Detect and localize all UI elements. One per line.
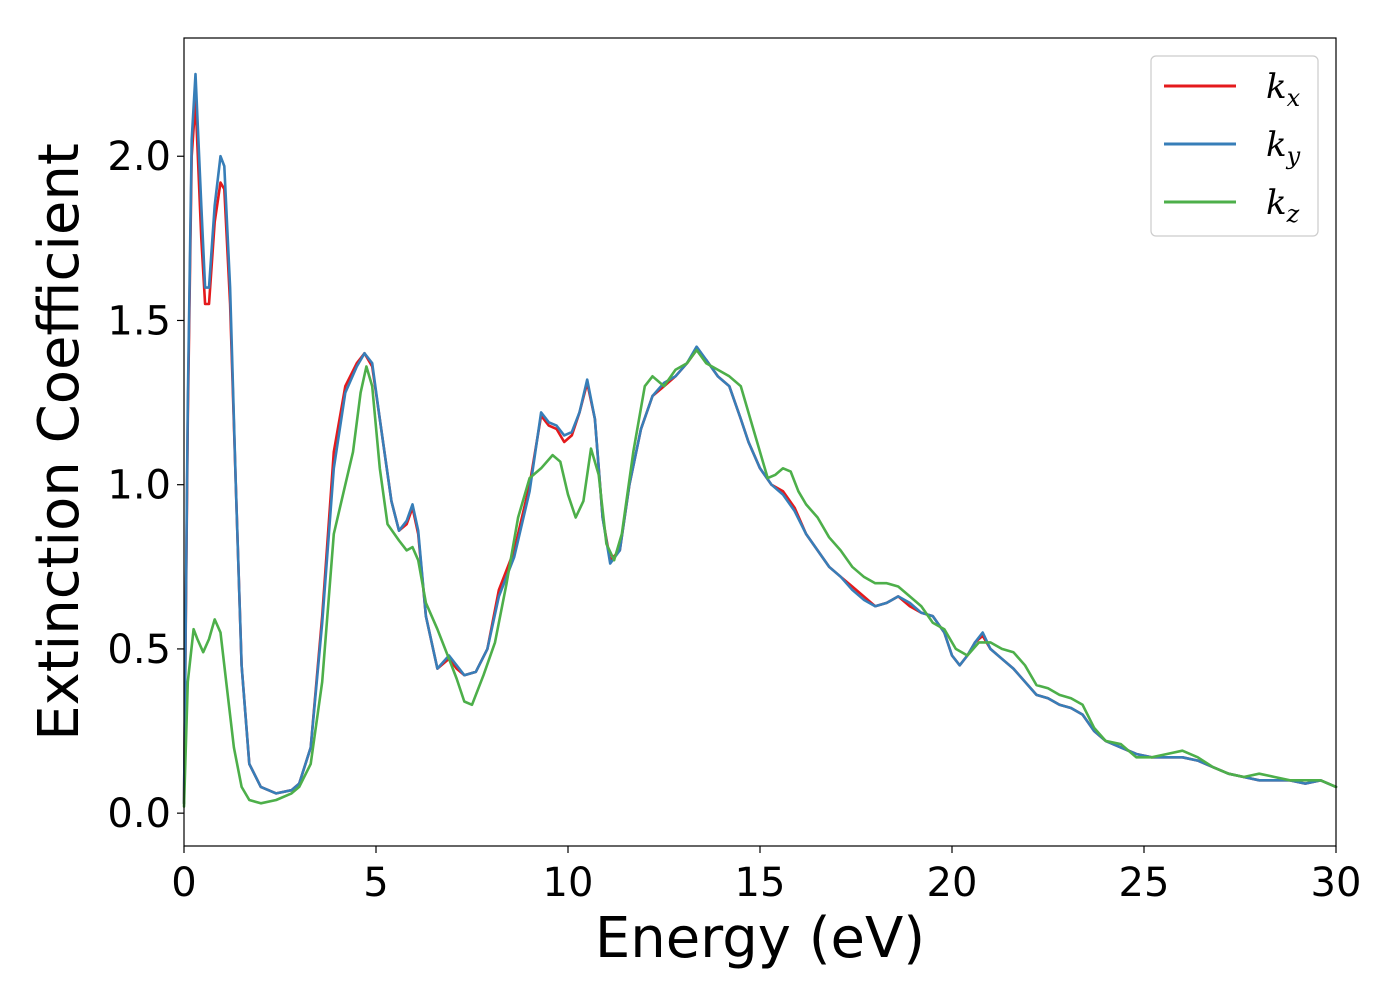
legend: kx ky kz [1150, 55, 1319, 237]
x-tick-label: 30 [1311, 860, 1362, 906]
y-tick-label: 1.5 [107, 298, 171, 344]
x-axis: 0 5 10 15 20 25 30 [171, 846, 1361, 906]
x-tick-label: 15 [735, 860, 786, 906]
series-layer [182, 72, 1338, 808]
x-tick-label: 10 [543, 860, 594, 906]
x-tick-label: 25 [1119, 860, 1170, 906]
x-tick-label: 5 [363, 860, 388, 906]
legend-box [1150, 55, 1319, 237]
y-tick-label: 1.0 [107, 463, 171, 509]
x-axis-title: Energy (eV) [595, 906, 925, 971]
y-axis-title: Extinction Coefficient [27, 143, 92, 741]
legend-label-x: kx [1266, 67, 1301, 112]
legend-label-y: ky [1266, 125, 1301, 170]
y-axis: 0.0 0.5 1.0 1.5 2.0 [107, 134, 184, 837]
y-tick-label: 2.0 [107, 134, 171, 180]
legend-label-z: kz [1266, 183, 1300, 228]
series-line-z [182, 348, 1338, 808]
x-tick-label: 0 [171, 860, 196, 906]
y-tick-label: 0.0 [107, 791, 171, 837]
x-tick-label: 20 [927, 860, 978, 906]
y-tick-label: 0.5 [107, 627, 171, 673]
